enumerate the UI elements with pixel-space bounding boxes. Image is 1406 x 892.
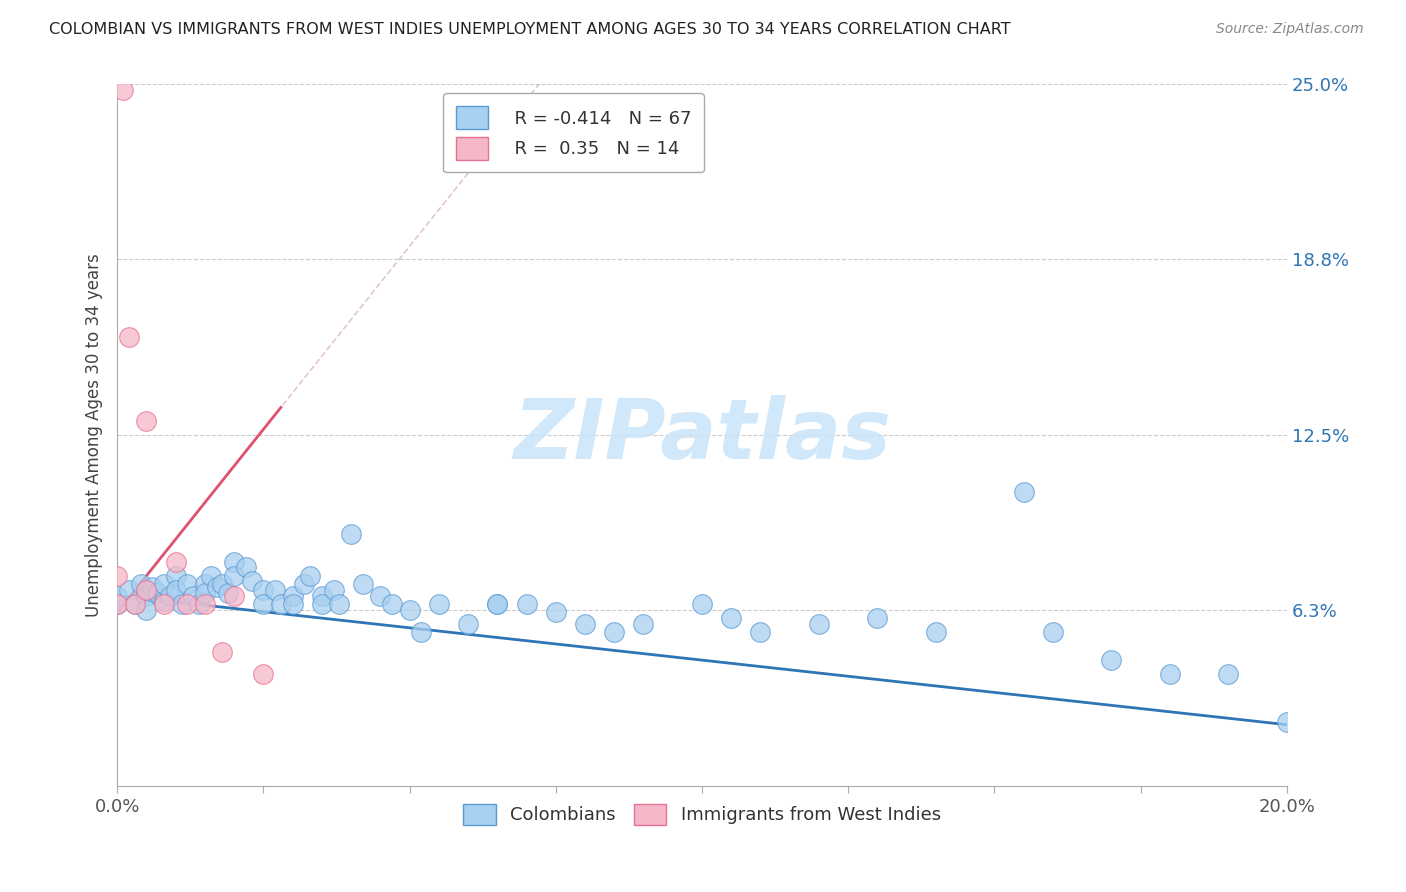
- Point: [105, 589, 128, 603]
- Point: [194, 585, 217, 599]
- Point: [690, 597, 713, 611]
- Point: [311, 589, 333, 603]
- Point: [135, 602, 157, 616]
- Point: [1042, 625, 1064, 640]
- Point: [217, 585, 239, 599]
- Point: [135, 582, 157, 597]
- Y-axis label: Unemployment Among Ages 30 to 34 years: Unemployment Among Ages 30 to 34 years: [86, 253, 103, 617]
- Point: [165, 582, 187, 597]
- Point: [352, 577, 374, 591]
- Point: [188, 597, 211, 611]
- Point: [370, 589, 392, 603]
- Point: [322, 582, 344, 597]
- Point: [264, 582, 287, 597]
- Point: [205, 580, 228, 594]
- Point: [105, 597, 128, 611]
- Point: [281, 589, 304, 603]
- Point: [135, 589, 157, 603]
- Point: [235, 560, 257, 574]
- Point: [112, 83, 135, 97]
- Point: [153, 594, 176, 608]
- Point: [252, 667, 274, 681]
- Point: [457, 616, 479, 631]
- Point: [141, 580, 163, 594]
- Text: Source: ZipAtlas.com: Source: ZipAtlas.com: [1216, 22, 1364, 37]
- Point: [925, 625, 948, 640]
- Point: [194, 597, 217, 611]
- Point: [411, 625, 433, 640]
- Point: [398, 602, 420, 616]
- Point: [224, 569, 246, 583]
- Point: [486, 597, 509, 611]
- Point: [720, 611, 742, 625]
- Point: [603, 625, 626, 640]
- Point: [299, 569, 322, 583]
- Point: [1218, 667, 1240, 681]
- Point: [486, 597, 509, 611]
- Point: [176, 597, 198, 611]
- Point: [240, 574, 263, 589]
- Point: [544, 606, 567, 620]
- Point: [118, 330, 141, 344]
- Point: [135, 414, 157, 428]
- Point: [165, 569, 187, 583]
- Point: [427, 597, 450, 611]
- Point: [1012, 484, 1035, 499]
- Point: [165, 555, 187, 569]
- Text: ZIPatlas: ZIPatlas: [513, 395, 891, 476]
- Point: [311, 597, 333, 611]
- Point: [200, 569, 222, 583]
- Point: [749, 625, 772, 640]
- Point: [866, 611, 889, 625]
- Point: [124, 597, 146, 611]
- Point: [574, 616, 596, 631]
- Point: [159, 589, 181, 603]
- Point: [224, 555, 246, 569]
- Point: [252, 597, 274, 611]
- Point: [224, 589, 246, 603]
- Point: [633, 616, 655, 631]
- Point: [105, 597, 128, 611]
- Point: [270, 597, 292, 611]
- Point: [381, 597, 404, 611]
- Point: [194, 577, 217, 591]
- Point: [211, 577, 233, 591]
- Point: [124, 597, 146, 611]
- Point: [153, 597, 176, 611]
- Point: [292, 577, 315, 591]
- Point: [146, 585, 169, 599]
- Point: [118, 582, 141, 597]
- Point: [281, 597, 304, 611]
- Point: [211, 645, 233, 659]
- Point: [340, 526, 363, 541]
- Point: [1159, 667, 1181, 681]
- Point: [1275, 714, 1298, 729]
- Point: [807, 616, 830, 631]
- Text: COLOMBIAN VS IMMIGRANTS FROM WEST INDIES UNEMPLOYMENT AMONG AGES 30 TO 34 YEARS : COLOMBIAN VS IMMIGRANTS FROM WEST INDIES…: [49, 22, 1011, 37]
- Point: [328, 597, 350, 611]
- Point: [1099, 653, 1122, 667]
- Point: [105, 569, 128, 583]
- Point: [170, 597, 193, 611]
- Point: [129, 577, 152, 591]
- Point: [176, 577, 198, 591]
- Point: [252, 582, 274, 597]
- Point: [181, 589, 204, 603]
- Point: [515, 597, 537, 611]
- Legend: Colombians, Immigrants from West Indies: Colombians, Immigrants from West Indies: [454, 795, 950, 834]
- Point: [153, 577, 176, 591]
